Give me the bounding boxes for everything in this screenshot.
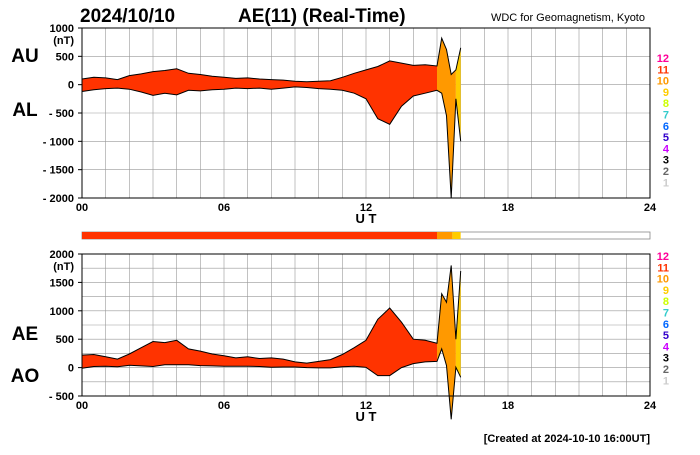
created-timestamp: [Created at 2024-10-10 16:00UT] bbox=[484, 433, 651, 445]
station-count-5: 5 bbox=[663, 330, 669, 342]
x-tick-label: 24 bbox=[644, 400, 657, 412]
x-axis-label: U T bbox=[356, 211, 377, 226]
x-tick-label: 12 bbox=[360, 202, 372, 214]
y-tick-label: - 1500 bbox=[43, 165, 74, 177]
x-tick-label: 00 bbox=[76, 400, 88, 412]
station-count-6: 6 bbox=[663, 121, 669, 133]
y-unit-label: (nT) bbox=[53, 35, 74, 47]
station-count-9: 9 bbox=[663, 87, 669, 99]
x-tick-label: 18 bbox=[502, 202, 514, 214]
x-tick-label: 06 bbox=[218, 202, 230, 214]
series-line-al bbox=[81, 86, 462, 199]
series-label-au: AU bbox=[11, 46, 38, 67]
station-count-1: 1 bbox=[663, 375, 669, 387]
station-count-8: 8 bbox=[663, 98, 669, 110]
station-count-7: 7 bbox=[663, 308, 669, 320]
y-tick-label: - 500 bbox=[49, 391, 74, 403]
series-label-al: AL bbox=[12, 100, 38, 121]
station-count-10: 10 bbox=[657, 274, 669, 286]
station-count-6: 6 bbox=[663, 319, 669, 331]
x-axis-label: U T bbox=[356, 409, 377, 424]
station-count-3: 3 bbox=[663, 155, 669, 167]
x-tick-label: 00 bbox=[76, 202, 88, 214]
area-fill-9-stations bbox=[455, 47, 461, 142]
station-count-8: 8 bbox=[663, 296, 669, 308]
station-count-11: 11 bbox=[657, 64, 669, 76]
ae-ao-panel: 2000 1500 1000 500 0 - 500 (nT) 00 06 12 18 24 U T AE… bbox=[11, 249, 657, 424]
y-tick-label: 1000 bbox=[50, 306, 74, 318]
station-count-3: 3 bbox=[663, 353, 669, 365]
station-count-2: 2 bbox=[663, 364, 669, 376]
series-line-ao bbox=[81, 347, 462, 420]
au-al-panel: 1000 500 0 - 500 - 1000 - 1500 - 2000 (nT) 00 06 1… bbox=[11, 23, 657, 226]
y-tick-label: 500 bbox=[56, 51, 74, 63]
chart-title: AE(11) (Real-Time) bbox=[238, 6, 406, 27]
y-tick-label: 1000 bbox=[50, 23, 74, 35]
x-tick-label: 06 bbox=[218, 400, 230, 412]
y-tick-label: - 2000 bbox=[43, 193, 74, 205]
station-bar-segment-11 bbox=[82, 232, 437, 239]
station-count-1: 1 bbox=[663, 177, 669, 189]
area-fill-11-stations bbox=[82, 293, 442, 376]
area-fill-11-stations bbox=[82, 38, 442, 125]
station-count-12: 12 bbox=[657, 53, 669, 65]
station-bar-segment-9 bbox=[452, 232, 461, 239]
station-count-10: 10 bbox=[657, 76, 669, 88]
y-unit-label: (nT) bbox=[53, 261, 74, 273]
station-count-11: 11 bbox=[657, 262, 669, 274]
chart-source: WDC for Geomagnetism, Kyoto bbox=[491, 12, 645, 24]
area-fill-10-stations bbox=[437, 265, 456, 420]
series-label-ae: AE bbox=[12, 324, 38, 345]
x-tick-label: 18 bbox=[502, 400, 514, 412]
y-tick-label: - 1000 bbox=[43, 136, 74, 148]
station-count-2: 2 bbox=[663, 166, 669, 178]
x-tick-label: 24 bbox=[644, 202, 657, 214]
series-line-au bbox=[81, 36, 462, 83]
x-tick-label: 12 bbox=[360, 400, 372, 412]
chart-date: 2024/10/10 bbox=[80, 6, 175, 27]
station-bar-segment-10 bbox=[437, 232, 453, 239]
station-count-12: 12 bbox=[657, 251, 669, 263]
station-count-7: 7 bbox=[663, 110, 669, 122]
station-count-bar bbox=[81, 231, 651, 240]
y-tick-label: 1500 bbox=[50, 277, 74, 289]
area-fill-10-stations bbox=[437, 38, 456, 199]
plot-frame bbox=[81, 253, 651, 397]
series-label-ao: AO bbox=[11, 366, 40, 387]
series-line-ae bbox=[81, 265, 462, 364]
y-tick-label: 0 bbox=[68, 363, 74, 375]
station-count-4: 4 bbox=[663, 143, 670, 155]
area-fill-9-stations bbox=[455, 271, 461, 378]
y-tick-label: 2000 bbox=[50, 249, 74, 261]
y-tick-label: 500 bbox=[56, 334, 74, 346]
y-tick-label: 0 bbox=[68, 80, 74, 92]
station-count-9: 9 bbox=[663, 285, 669, 297]
y-tick-label: - 500 bbox=[49, 108, 74, 120]
station-count-4: 4 bbox=[663, 341, 670, 353]
station-count-5: 5 bbox=[663, 132, 669, 144]
